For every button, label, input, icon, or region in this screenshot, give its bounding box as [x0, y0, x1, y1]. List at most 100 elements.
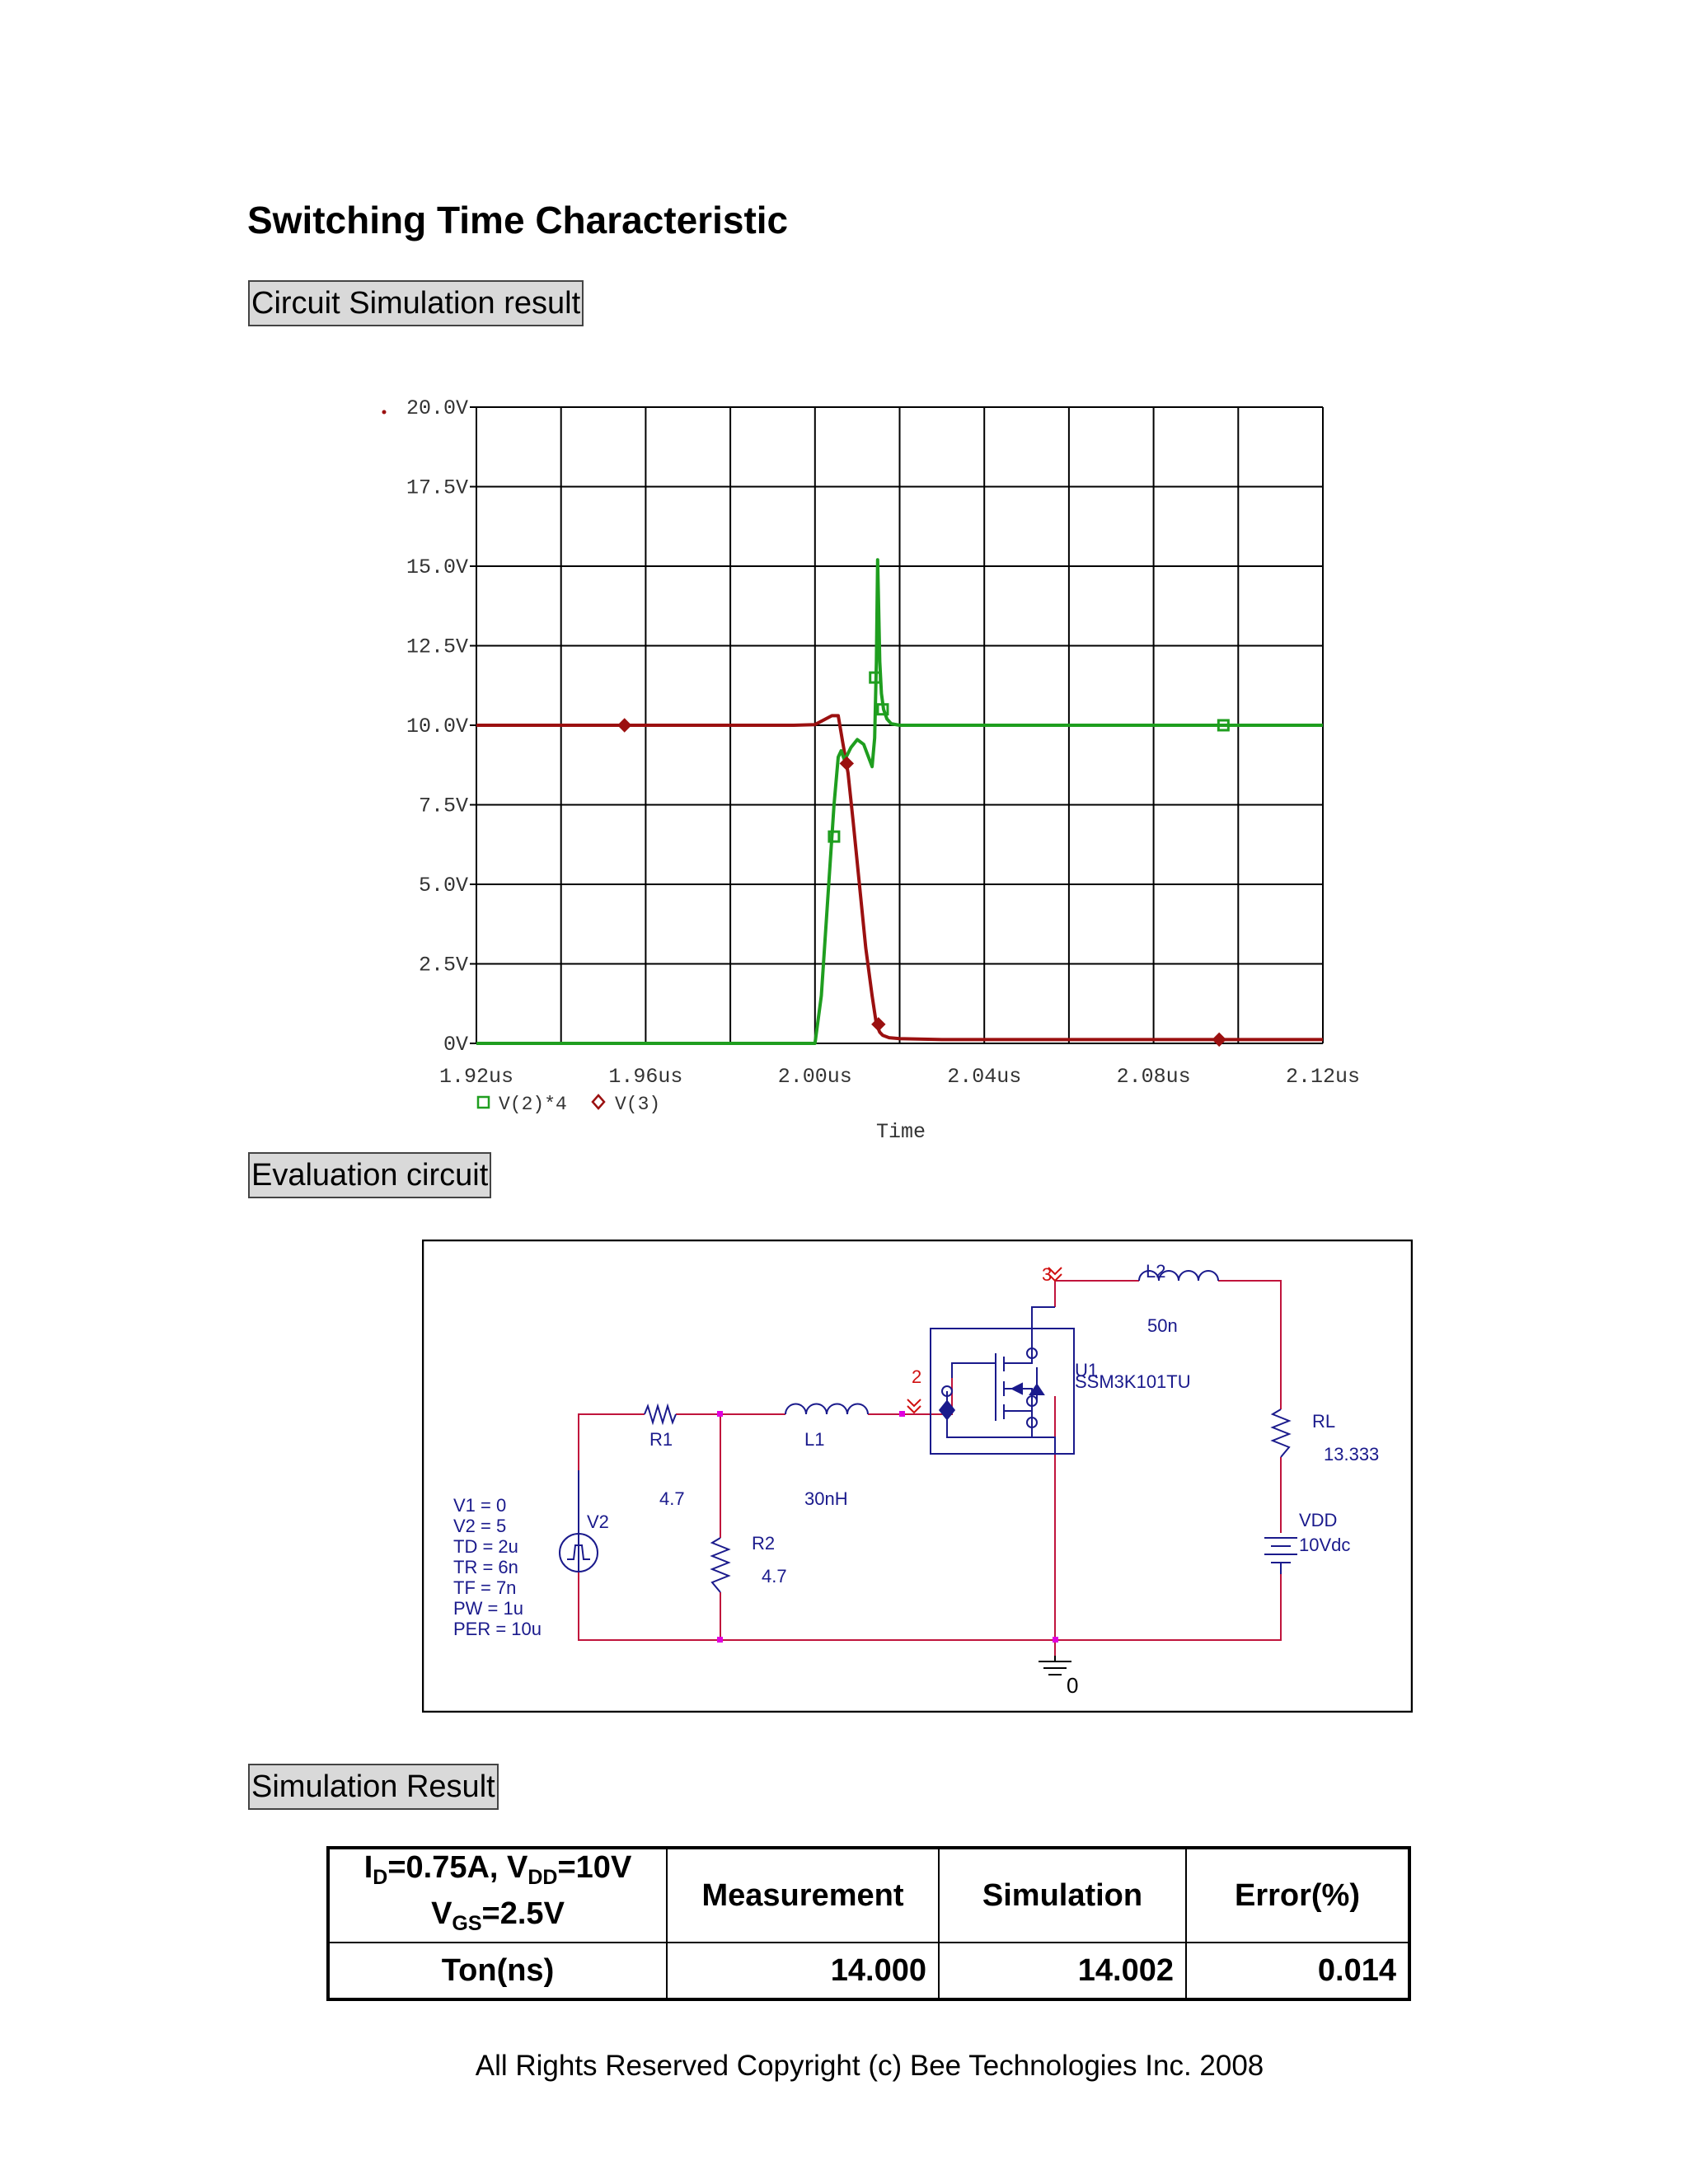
evaluation-circuit: 3 2 L2 50n U1 SSM3K101TU RL 13.333 VDD 1… [422, 1240, 1413, 1713]
v-param: PER = 10u [453, 1619, 542, 1639]
legend-square-icon [476, 1095, 490, 1109]
r2-resistor-icon [710, 1537, 731, 1593]
l2-value: 50n [1147, 1315, 1178, 1336]
body-diode-icon [1029, 1383, 1045, 1395]
net-3-marker-icon [1048, 1267, 1062, 1282]
x-axis-label: Time [876, 1120, 926, 1144]
header-error: Error(%) [1185, 1847, 1410, 1943]
v-param: TD = 2u [453, 1536, 518, 1557]
copyright-footer: All Rights Reserved Copyright (c) Bee Te… [475, 2050, 1264, 2082]
row-label: Ton(ns) [327, 1942, 668, 2000]
circuit-frame [422, 1240, 1413, 1713]
switching-waveform-chart: 0V2.5V5.0V7.5V10.0V12.5V15.0V17.5V20.0V … [382, 396, 1360, 1144]
legend-series-1: V(2)*4 [499, 1094, 567, 1115]
header-simulation: Simulation [938, 1847, 1187, 1943]
vdd-name: VDD [1299, 1510, 1337, 1530]
l1-value: 30nH [804, 1488, 848, 1509]
r1-resistor-icon [644, 1403, 677, 1426]
y-tick-label: 2.5V [419, 954, 468, 977]
l2-inductor-icon [1138, 1270, 1219, 1282]
series-line [476, 714, 1323, 1042]
pin-circle-icon [1026, 1347, 1038, 1359]
net-label-3: 3 [1042, 1264, 1052, 1285]
l2-name: L2 [1146, 1261, 1165, 1282]
l1-inductor-icon [785, 1403, 869, 1415]
mosfet-box [930, 1328, 1075, 1455]
header-measurement: Measurement [666, 1847, 940, 1943]
series-marker [876, 703, 889, 716]
ground-label: 0 [1067, 1673, 1078, 1698]
v-param: TR = 6n [453, 1557, 518, 1577]
condition-cell: ID=0.75A, VDD=10V VGS=2.5V [327, 1847, 668, 1943]
v-source-params: V1 = 0 V2 = 5 TD = 2u TR = 6n TF = 7n PW… [453, 1495, 542, 1639]
measurement-value: 14.000 [666, 1942, 940, 2000]
x-tick-label: 2.04us [947, 1065, 1021, 1089]
table-header-row: ID=0.75A, VDD=10V VGS=2.5V Measurement S… [327, 1847, 1410, 1943]
error-value: 0.014 [1185, 1942, 1410, 2000]
x-tick-label: 2.08us [1117, 1065, 1191, 1089]
chart-markers [617, 671, 1230, 1047]
legend-series-2: V(3) [615, 1094, 660, 1115]
y-tick-label: 20.0V [406, 396, 468, 420]
u1-part: SSM3K101TU [1075, 1371, 1191, 1392]
r1-value: 4.7 [659, 1488, 685, 1509]
battery-icon [1264, 1537, 1297, 1574]
rl-resistor-icon [1270, 1408, 1292, 1458]
net-label-2: 2 [912, 1366, 921, 1387]
series-marker [1217, 719, 1230, 732]
x-tick-label: 2.12us [1286, 1065, 1360, 1089]
vdd-value: 10Vdc [1299, 1535, 1350, 1555]
net-markers [907, 1267, 1062, 1414]
y-tick-label: 12.5V [406, 635, 468, 659]
section-label-evaluation: Evaluation circuit [248, 1152, 492, 1198]
circuit-components [559, 1270, 1297, 1675]
section-label-simulation: Circuit Simulation result [248, 280, 584, 326]
circuit-junctions [717, 1411, 1058, 1643]
x-tick-label: 1.96us [608, 1065, 682, 1089]
series-marker [828, 830, 841, 843]
table-row: Ton(ns) 14.000 14.002 0.014 [327, 1942, 1410, 2000]
series-marker [839, 756, 855, 771]
condition-line-2: VGS=2.5V [431, 1896, 565, 1935]
result-table: ID=0.75A, VDD=10V VGS=2.5V Measurement S… [326, 1846, 1411, 2001]
x-tick-labels: 1.92us 1.96us 2.00us 2.04us 2.08us 2.12us [439, 1065, 1360, 1089]
x-tick-label: 2.00us [778, 1065, 852, 1089]
y-tick-labels: 0V 2.5V 5.0V 7.5V 10.0V 12.5V 15.0V 17.5V 20.0V [406, 396, 468, 1057]
r2-name: R2 [752, 1533, 775, 1554]
series-marker [871, 1017, 886, 1032]
y-tick-label: 5.0V [419, 874, 468, 898]
y-tick-label: 17.5V [406, 476, 468, 500]
y-tick-label: 15.0V [406, 555, 468, 579]
condition-line-1: ID=0.75A, VDD=10V [363, 1850, 632, 1889]
chart-legend: V(2)*4 V(3) [476, 1094, 660, 1115]
x-tick-label: 1.92us [439, 1065, 513, 1089]
l1-name: L1 [804, 1429, 824, 1450]
net-2-marker-icon [907, 1399, 921, 1414]
y-tick-label: 0V [443, 1033, 468, 1057]
v-param: V2 = 5 [453, 1516, 506, 1536]
simulation-value: 14.002 [938, 1942, 1187, 2000]
r2-value: 4.7 [762, 1566, 787, 1586]
legend-diamond-icon [591, 1094, 606, 1110]
axis-dot-marker [382, 410, 387, 415]
series-marker [1212, 1032, 1226, 1047]
v-param: PW = 1u [453, 1598, 523, 1619]
mosfet-arrow-icon [1010, 1382, 1023, 1395]
y-tick-label: 7.5V [419, 794, 468, 818]
u1-name: U1 [1075, 1360, 1098, 1380]
r1-name: R1 [649, 1429, 673, 1450]
chart-series [476, 558, 1323, 1045]
v-param: V1 = 0 [453, 1495, 506, 1516]
ground-icon [1039, 1656, 1071, 1675]
series-marker [869, 671, 882, 684]
rl-value: 13.333 [1324, 1444, 1379, 1465]
page-title: Switching Time Characteristic [247, 199, 789, 241]
section-label-result: Simulation Result [248, 1764, 499, 1810]
zener-diode-icon [938, 1399, 956, 1421]
series-line [476, 558, 1323, 1045]
v-param: TF = 7n [453, 1577, 516, 1598]
y-tick-label: 10.0V [406, 715, 468, 738]
v-source-name: V2 [587, 1511, 609, 1532]
series-marker [617, 718, 632, 733]
rl-name: RL [1312, 1411, 1335, 1432]
